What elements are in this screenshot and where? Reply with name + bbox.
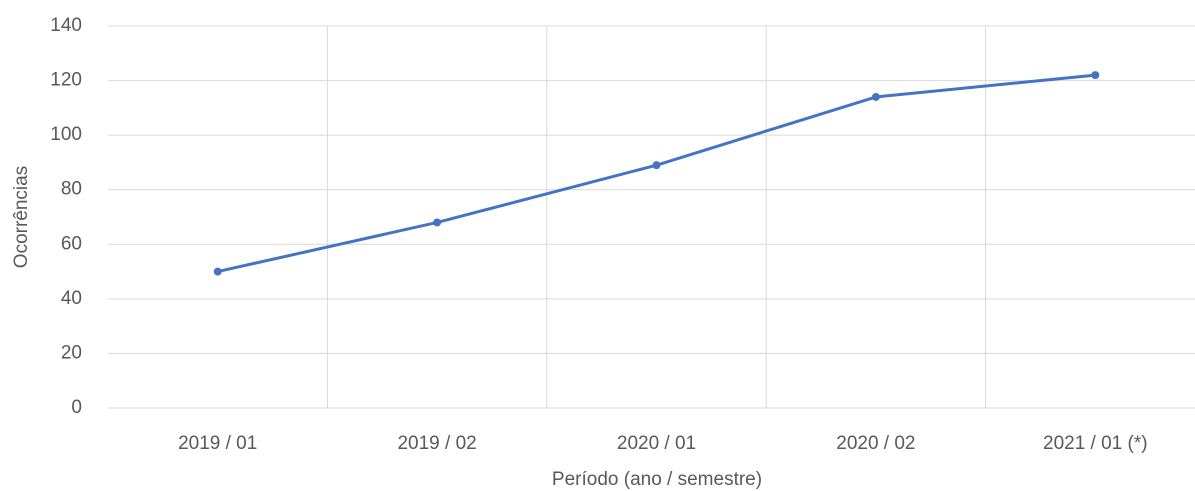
point — [213, 267, 222, 276]
y-tick-label: 20 — [61, 342, 82, 363]
y-tick-label: 120 — [50, 70, 82, 91]
y-tick-label: 140 — [50, 15, 82, 36]
y-axis-label: Ocorrências — [11, 166, 32, 268]
point — [433, 218, 442, 227]
point — [652, 161, 661, 170]
y-tick-label: 60 — [61, 233, 82, 254]
x-tick-label: 2020 / 02 — [836, 433, 915, 454]
y-tick-label: 40 — [61, 288, 82, 309]
x-tick-label: 2020 / 01 — [617, 433, 696, 454]
point — [871, 92, 880, 101]
x-tick-label: 2019 / 01 — [178, 433, 257, 454]
y-tick-label: 0 — [71, 397, 82, 418]
x-axis-label: Período (ano / semestre) — [552, 469, 762, 490]
y-tick-label: 80 — [61, 179, 82, 200]
y-tick-label: 100 — [50, 124, 82, 145]
point — [1091, 71, 1100, 80]
line — [217, 73, 1096, 274]
x-tick-label: 2019 / 02 — [397, 433, 476, 454]
x-tick-label: 2021 / 01 (*) — [1043, 433, 1148, 454]
